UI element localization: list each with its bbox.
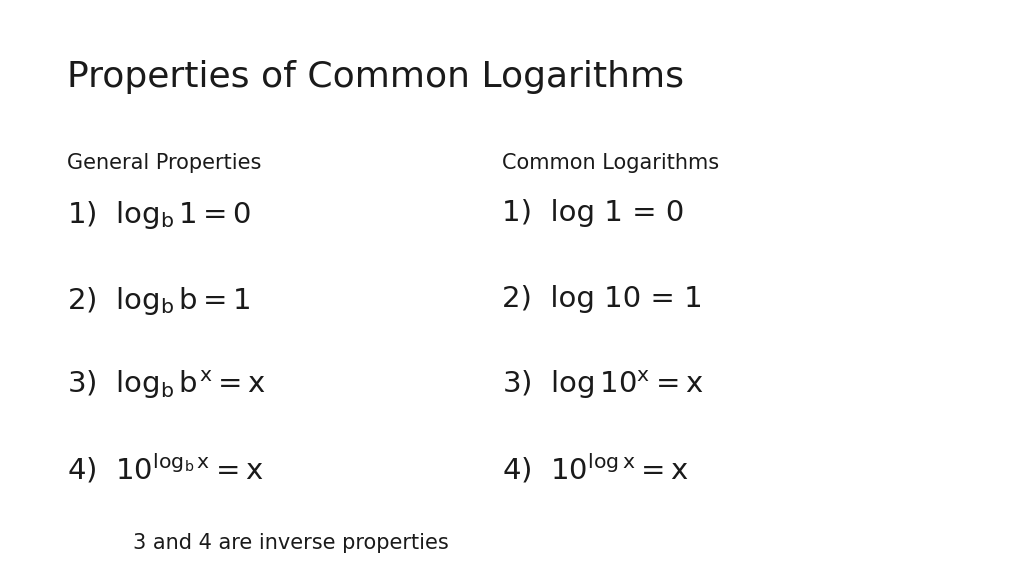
Text: Common Logarithms: Common Logarithms xyxy=(502,153,719,173)
Text: 4)  $10^{\mathregular{log}\,x}=x$: 4) $10^{\mathregular{log}\,x}=x$ xyxy=(502,452,689,486)
Text: 3)  $\mathregular{log}_\mathregular{b}\,b^\mathregular{x}=x$: 3) $\mathregular{log}_\mathregular{b}\,b… xyxy=(67,369,265,401)
Text: Properties of Common Logarithms: Properties of Common Logarithms xyxy=(67,60,684,94)
Text: 2)  $\mathregular{log}_\mathregular{b}\,b=1$: 2) $\mathregular{log}_\mathregular{b}\,b… xyxy=(67,285,250,317)
Text: 1)  $\mathregular{log}_\mathregular{b}\,1=0$: 1) $\mathregular{log}_\mathregular{b}\,1… xyxy=(67,199,251,231)
Text: General Properties: General Properties xyxy=(67,153,261,173)
Text: 3)  $\mathregular{log}\,10^\mathregular{x}=x$: 3) $\mathregular{log}\,10^\mathregular{x… xyxy=(502,369,703,401)
Text: 1)  log 1 = 0: 1) log 1 = 0 xyxy=(502,199,684,227)
Text: 3 and 4 are inverse properties: 3 and 4 are inverse properties xyxy=(133,533,449,553)
Text: 2)  log 10 = 1: 2) log 10 = 1 xyxy=(502,285,702,313)
Text: 4)  $10^{\mathregular{log}_\mathregular{b}\,\mathregular{x}}=x$: 4) $10^{\mathregular{log}_\mathregular{b… xyxy=(67,452,263,486)
